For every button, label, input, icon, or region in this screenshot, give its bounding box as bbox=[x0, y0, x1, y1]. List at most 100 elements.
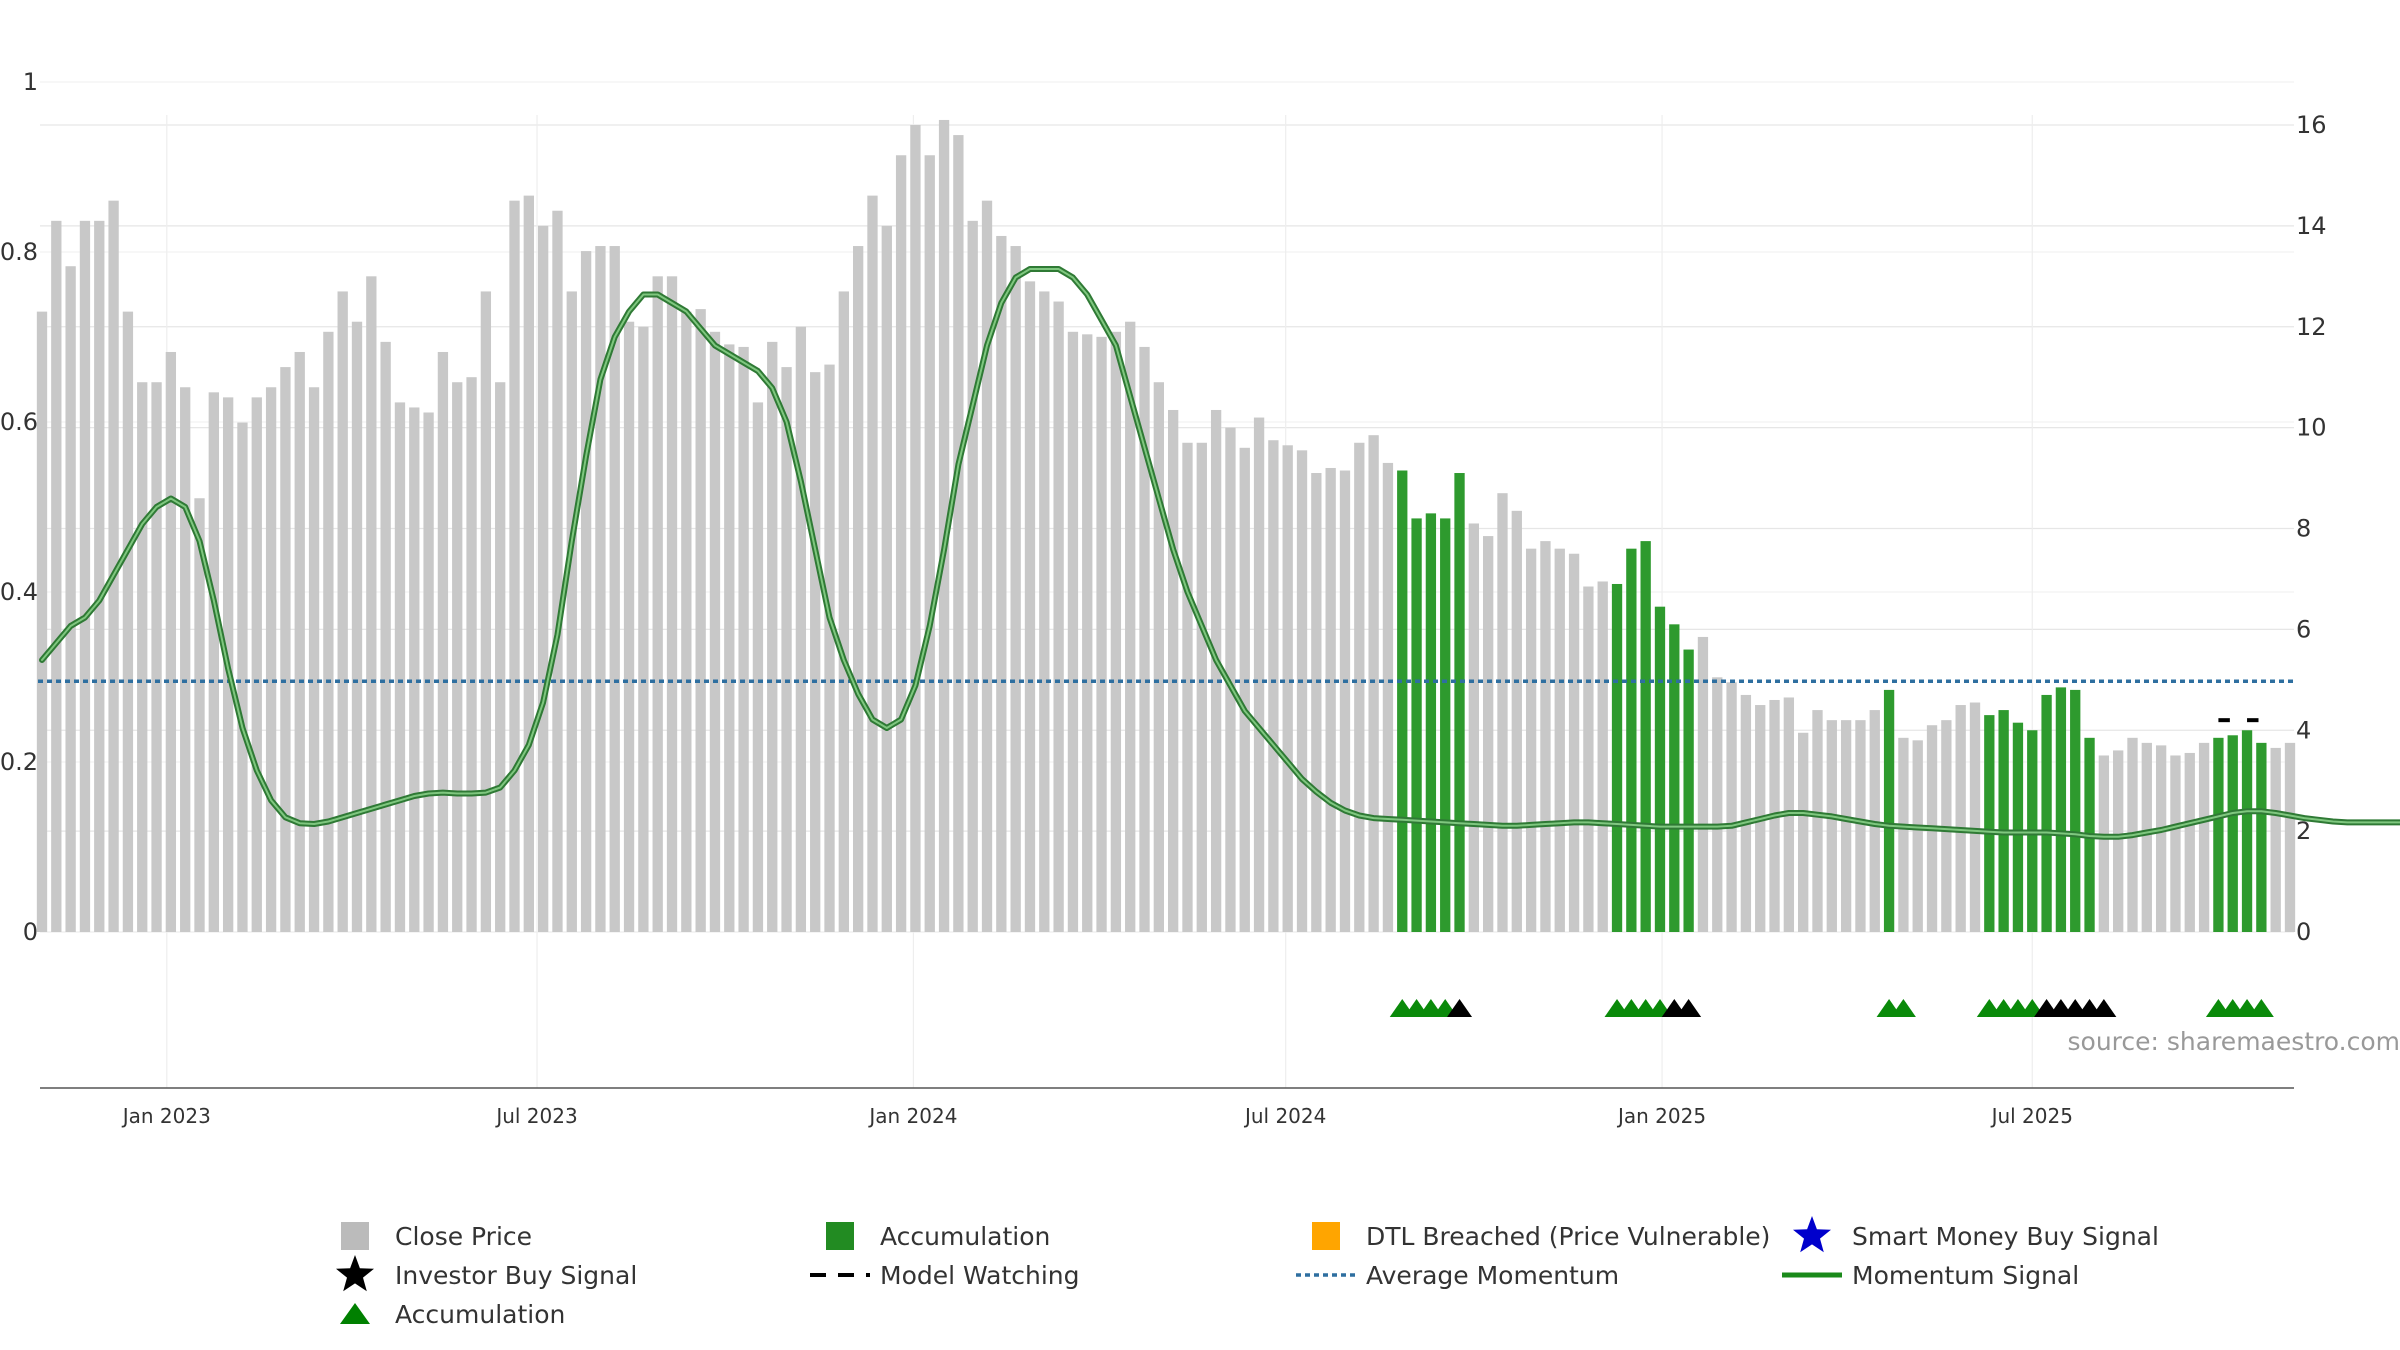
close-price-bar bbox=[1382, 462, 1394, 932]
close-price-bar bbox=[1468, 523, 1479, 932]
legend-swatch-dtl-breached-price-vulnerable bbox=[1312, 1222, 1340, 1250]
close-price-bar bbox=[1096, 336, 1107, 933]
legend-label-investor-buy-signal: Investor Buy Signal bbox=[395, 1261, 637, 1290]
close-price-bar bbox=[895, 155, 907, 932]
close-price-bar bbox=[1196, 442, 1207, 932]
accumulation-bar bbox=[1998, 710, 2009, 932]
bar-layer bbox=[36, 119, 2296, 933]
close-price-bar bbox=[394, 402, 406, 932]
close-price-bar bbox=[1812, 710, 1823, 932]
close-price-bar bbox=[1697, 636, 1709, 932]
close-price-bar bbox=[638, 326, 649, 932]
close-price-bar bbox=[2184, 752, 2195, 932]
close-price-bar bbox=[280, 367, 291, 933]
investor-buy-marker bbox=[1676, 999, 1702, 1017]
right-tick-label-3: 6 bbox=[2296, 615, 2311, 643]
accumulation-bar bbox=[1669, 624, 1680, 932]
close-price-bar bbox=[294, 351, 305, 933]
close-price-bar bbox=[1712, 677, 1723, 932]
close-price-bar bbox=[838, 291, 849, 932]
close-price-bar bbox=[1540, 541, 1551, 932]
close-price-bar bbox=[366, 276, 377, 932]
close-price-bar bbox=[537, 225, 549, 933]
legend-star-investor-buy-signal bbox=[336, 1255, 374, 1292]
right-tick-label-1: 2 bbox=[2296, 817, 2311, 845]
legend-swatch-accumulation bbox=[826, 1222, 854, 1250]
close-price-bar bbox=[2170, 755, 2181, 932]
legend: Close Price Accumulation DTL Breached (Pri… bbox=[336, 1216, 2159, 1329]
accumulation-bar bbox=[1683, 649, 1694, 932]
close-price-bar bbox=[351, 321, 363, 933]
close-price-bar bbox=[795, 326, 807, 932]
close-price-bar bbox=[1311, 473, 1322, 932]
close-price-bar bbox=[1268, 440, 1279, 932]
close-price-bar bbox=[767, 341, 778, 932]
close-price-bar bbox=[308, 387, 320, 932]
close-price-bar bbox=[1168, 409, 1179, 933]
legend-label-close-price: Close Price bbox=[395, 1222, 532, 1251]
close-price-bar bbox=[194, 498, 205, 932]
left-tick-label-3: 0.6 bbox=[0, 408, 38, 436]
accumulation-bar bbox=[1626, 548, 1637, 932]
close-price-bar bbox=[1855, 720, 1866, 932]
close-price-bar bbox=[79, 220, 91, 932]
right-tick-label-2: 4 bbox=[2296, 716, 2311, 744]
accumulation-bar bbox=[2213, 737, 2224, 932]
close-price-bar bbox=[94, 220, 105, 932]
close-price-bar bbox=[938, 119, 950, 932]
legend-label-dtl-breached-price-vulnerable: DTL Breached (Price Vulnerable) bbox=[1366, 1222, 1770, 1251]
close-price-bar bbox=[2198, 742, 2210, 932]
close-price-bar bbox=[1053, 301, 1064, 932]
close-price-bar bbox=[1826, 720, 1837, 932]
close-price-bar bbox=[1210, 409, 1222, 933]
close-price-bar bbox=[480, 291, 492, 932]
close-price-bar bbox=[666, 276, 678, 932]
accumulation-bar bbox=[1440, 518, 1451, 932]
accumulation-marker bbox=[2248, 999, 2274, 1017]
close-price-bar bbox=[709, 331, 721, 932]
close-price-bar bbox=[1941, 720, 1952, 932]
right-tick-label-6: 12 bbox=[2296, 313, 2327, 341]
close-price-bar bbox=[1282, 445, 1293, 932]
close-price-bar bbox=[2113, 750, 2124, 932]
close-price-bar bbox=[1568, 553, 1580, 932]
close-price-bar bbox=[867, 195, 878, 933]
investor-buy-marker bbox=[2091, 999, 2117, 1017]
close-price-bar bbox=[1110, 331, 1122, 932]
close-price-bar bbox=[495, 382, 506, 933]
close-price-bar bbox=[781, 367, 792, 933]
accumulation-bar bbox=[1425, 513, 1437, 932]
close-price-bar bbox=[881, 225, 892, 933]
x-tick-label-5: Jul 2025 bbox=[1990, 1104, 2073, 1128]
close-price-bar bbox=[165, 351, 177, 933]
legend-label-accumulation: Accumulation bbox=[880, 1222, 1050, 1251]
accumulation-marker bbox=[1890, 999, 1916, 1017]
left-tick-label-1: 0.2 bbox=[0, 748, 38, 776]
close-price-bar bbox=[251, 397, 262, 932]
source-label: source: sharemaestro.com bbox=[2068, 1027, 2400, 1056]
close-price-bar bbox=[437, 351, 449, 933]
close-price-bar bbox=[1354, 442, 1365, 932]
close-price-bar bbox=[1483, 536, 1494, 932]
close-price-bar bbox=[566, 291, 577, 932]
close-price-bar bbox=[1153, 382, 1164, 933]
accumulation-bar bbox=[1883, 689, 1895, 932]
close-price-bar bbox=[1554, 548, 1565, 932]
accumulation-bar bbox=[2241, 730, 2253, 932]
close-price-bar bbox=[65, 266, 76, 933]
legend-label-accumulation: Accumulation bbox=[395, 1300, 565, 1329]
close-price-bar bbox=[108, 200, 119, 932]
accumulation-bar bbox=[2055, 687, 2067, 932]
close-price-bar bbox=[122, 311, 134, 932]
x-tick-label-0: Jan 2023 bbox=[121, 1104, 211, 1128]
close-price-bar bbox=[580, 251, 592, 933]
close-price-bar bbox=[552, 210, 563, 933]
close-price-bar bbox=[1740, 694, 1752, 932]
close-price-bar bbox=[380, 341, 391, 932]
close-price-bar bbox=[981, 200, 993, 932]
x-tick-label-3: Jul 2024 bbox=[1243, 1104, 1326, 1128]
legend-label-momentum-signal: Momentum Signal bbox=[1852, 1261, 2079, 1290]
close-price-bar bbox=[1239, 447, 1250, 932]
